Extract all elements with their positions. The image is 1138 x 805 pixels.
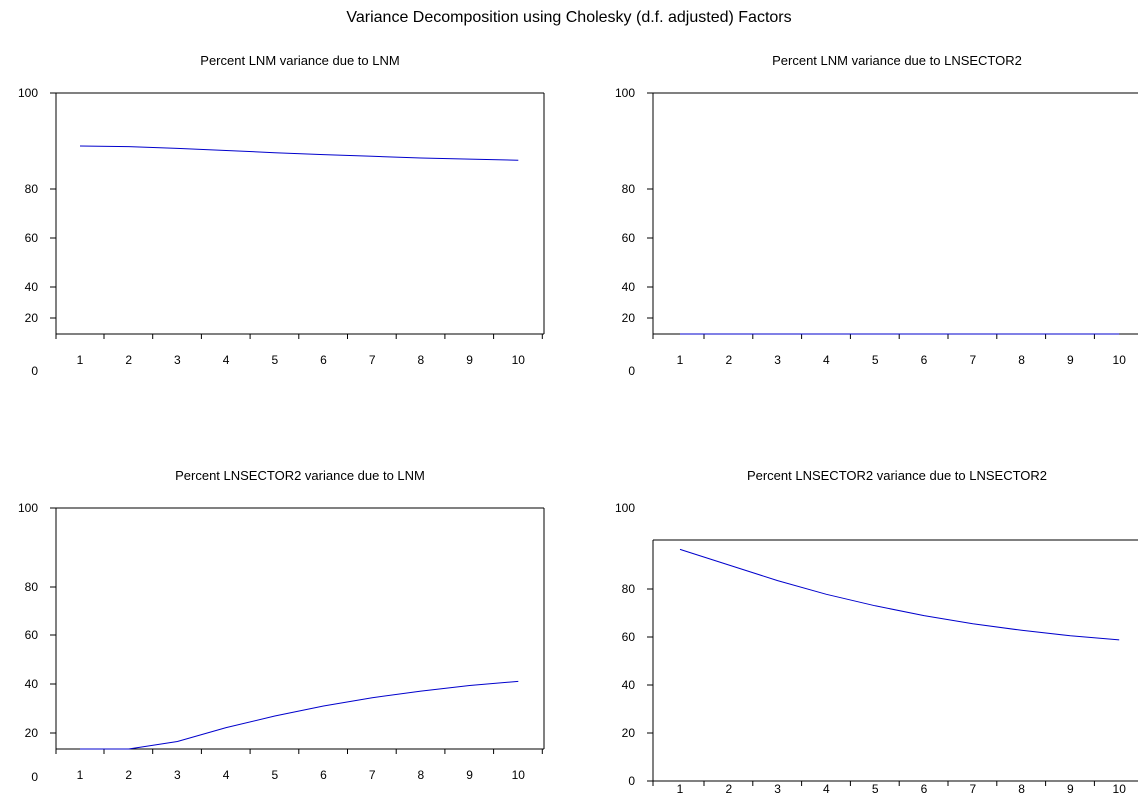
y-tick-label: 80 [25,182,39,196]
x-tick-label: 2 [125,353,132,367]
y-tick-label: 60 [622,231,636,245]
y-tick-label: 0 [31,364,38,378]
y-tick-label: 60 [25,231,39,245]
y-tick-label: 40 [25,677,39,691]
x-tick-label: 10 [1113,782,1127,796]
y-tick-label: 100 [18,86,38,100]
x-tick-label: 1 [677,782,684,796]
x-tick-label: 6 [921,782,928,796]
y-tick-label: 80 [622,182,636,196]
x-tick-label: 4 [823,353,830,367]
x-tick-label: 5 [271,353,278,367]
x-tick-label: 2 [725,353,732,367]
y-tick-label: 60 [622,630,636,644]
x-tick-label: 1 [77,353,84,367]
x-tick-label: 10 [512,353,526,367]
x-tick-label: 10 [1113,353,1127,367]
panel-title: Percent LNSECTOR2 variance due to LNM [175,468,425,483]
x-tick-label: 9 [1067,782,1074,796]
y-tick-label: 100 [615,86,635,100]
x-tick-label: 6 [320,768,327,782]
y-tick-label: 40 [25,280,39,294]
x-tick-label: 8 [418,768,425,782]
y-tick-label: 0 [31,770,38,784]
x-tick-label: 3 [174,353,181,367]
x-tick-label: 4 [223,353,230,367]
x-tick-label: 9 [466,353,473,367]
y-tick-label: 80 [25,580,39,594]
x-tick-label: 7 [969,782,976,796]
x-tick-label: 3 [774,353,781,367]
x-tick-label: 4 [823,782,830,796]
x-tick-label: 7 [369,768,376,782]
x-tick-label: 3 [774,782,781,796]
series-line [679,548,1120,641]
panel-title: Percent LNM variance due to LNSECTOR2 [772,53,1022,68]
y-tick-label: 20 [622,726,636,740]
y-tick-label: 100 [18,501,38,515]
x-tick-label: 4 [223,768,230,782]
y-tick-label: 80 [622,582,636,596]
x-tick-label: 2 [125,768,132,782]
y-tick-label: 20 [25,311,39,325]
x-tick-label: 1 [677,353,684,367]
x-tick-label: 5 [271,768,278,782]
x-tick-label: 10 [512,768,526,782]
y-tick-label: 0 [628,774,635,788]
x-tick-label: 9 [1067,353,1074,367]
x-tick-label: 6 [320,353,327,367]
x-tick-label: 7 [969,353,976,367]
x-tick-label: 9 [466,768,473,782]
series-line [80,680,519,750]
x-tick-label: 5 [872,782,879,796]
x-tick-label: 8 [1018,782,1025,796]
y-tick-label: 20 [622,311,636,325]
y-tick-label: 40 [622,678,636,692]
y-tick-label: 0 [628,364,635,378]
series-line [79,145,519,161]
x-tick-label: 2 [725,782,732,796]
x-tick-label: 5 [872,353,879,367]
x-tick-label: 8 [418,353,425,367]
y-tick-label: 20 [25,726,39,740]
panel-title: Percent LNSECTOR2 variance due to LNSECT… [747,468,1047,483]
figure-title: Variance Decomposition using Cholesky (d… [346,9,792,26]
x-tick-label: 3 [174,768,181,782]
y-tick-label: 40 [622,280,636,294]
x-tick-label: 1 [77,768,84,782]
x-tick-label: 8 [1018,353,1025,367]
x-tick-label: 6 [921,353,928,367]
y-tick-label: 60 [25,628,39,642]
panel-title: Percent LNM variance due to LNM [200,53,399,68]
x-tick-label: 7 [369,353,376,367]
y-tick-label: 100 [615,501,635,515]
